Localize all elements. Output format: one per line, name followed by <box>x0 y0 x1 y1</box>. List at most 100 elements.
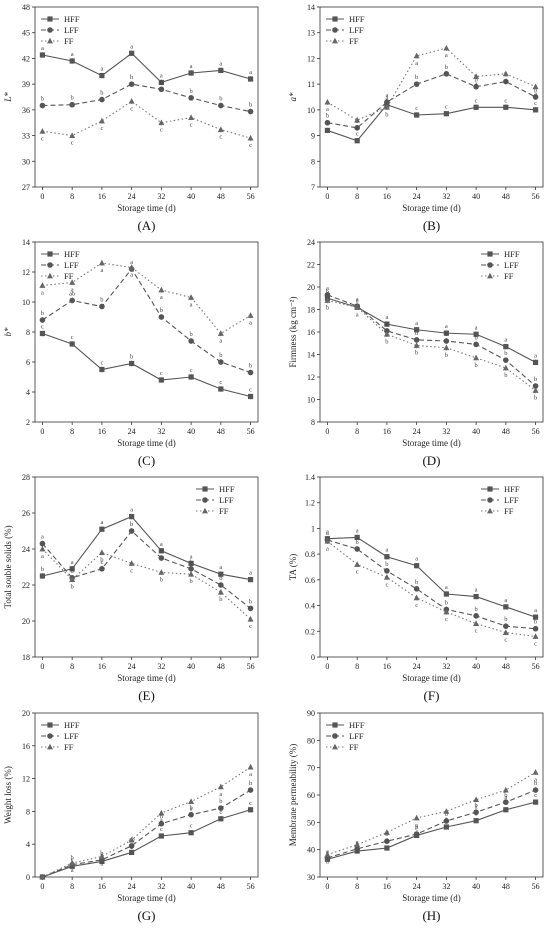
significance-letter: b <box>415 330 418 337</box>
y-tick-label: 45 <box>22 29 30 38</box>
legend-marker <box>47 743 53 750</box>
y-tick-label: 0 <box>311 653 315 662</box>
significance-letter: a <box>534 352 537 359</box>
data-point <box>39 873 46 880</box>
y-tick-label: 1.4 <box>305 473 315 482</box>
significance-letter: c <box>130 567 133 574</box>
significance-letter: b <box>160 548 163 555</box>
significance-letter: c <box>445 616 448 623</box>
significance-letter: b <box>160 576 163 583</box>
data-point <box>69 576 76 582</box>
data-point <box>473 593 479 600</box>
x-tick-label: 0 <box>325 427 329 436</box>
significance-letter: a <box>249 570 252 577</box>
significance-letter: a <box>445 815 448 822</box>
y-axis-label: Firmness (kg cm⁻²) <box>288 297 298 368</box>
series-line <box>327 299 536 391</box>
data-point <box>247 108 254 115</box>
data-point <box>413 814 420 821</box>
significance-letter: a <box>356 311 359 318</box>
significance-letter: b <box>100 850 103 857</box>
significance-letter: c <box>356 568 359 575</box>
series-line <box>42 83 251 113</box>
legend-label: FF <box>504 506 514 516</box>
chart-panel: 7 8 9 10 11 12 13 14 0 8 16 24 32 40 48 56 Storage time … <box>288 3 544 233</box>
data-point <box>384 838 390 844</box>
data-point <box>502 786 509 793</box>
legend-marker <box>202 497 208 503</box>
legend-label: HFF <box>219 484 235 494</box>
data-point <box>473 331 479 337</box>
data-point <box>69 279 76 285</box>
x-tick-label: 48 <box>217 882 225 891</box>
y-tick-label: 4 <box>26 840 30 849</box>
legend-label: FF <box>64 742 74 752</box>
x-tick-label: 56 <box>532 192 540 201</box>
data-point <box>39 102 46 109</box>
significance-letter: b <box>189 805 192 812</box>
significance-letter: c <box>190 122 193 129</box>
data-point <box>354 534 360 541</box>
data-point <box>218 386 224 392</box>
legend-marker <box>332 733 338 739</box>
plot-frame <box>34 6 259 188</box>
data-point <box>247 76 254 82</box>
data-point <box>188 571 195 577</box>
data-point <box>502 364 509 371</box>
x-tick-label: 56 <box>247 882 255 891</box>
panel-label: (F) <box>424 688 440 703</box>
y-tick-label: 18 <box>22 653 30 662</box>
data-point <box>188 70 194 76</box>
legend-label: HFF <box>64 720 80 730</box>
y-tick-label: 30 <box>307 873 315 882</box>
significance-letter: b <box>249 780 252 787</box>
x-tick-label: 56 <box>532 662 540 671</box>
legend-marker <box>487 262 493 268</box>
legend-label: FF <box>219 506 229 516</box>
x-tick-label: 40 <box>472 192 480 201</box>
significance-letter: a <box>219 60 222 67</box>
y-tick-label: 9 <box>311 132 315 141</box>
legend-label: HFF <box>349 720 365 730</box>
data-point <box>247 369 254 376</box>
significance-letter: a <box>356 527 359 534</box>
data-point <box>443 330 449 336</box>
data-point <box>217 126 224 132</box>
significance-letter: a <box>504 794 507 801</box>
x-tick-label: 8 <box>70 192 74 201</box>
chart-panel: 27 30 33 36 39 42 45 48 0 8 16 24 32 40 48 56 Storage ti… <box>3 3 259 233</box>
significance-letter: a <box>100 519 103 526</box>
y-tick-label: 50 <box>307 818 315 827</box>
data-point <box>98 853 105 859</box>
y-tick-label: 40 <box>307 846 315 855</box>
data-point <box>218 571 224 577</box>
significance-letter: a <box>326 106 329 113</box>
y-tick-label: 12 <box>22 775 30 784</box>
significance-letter: a <box>71 287 74 294</box>
legend-label: FF <box>349 742 359 752</box>
y-tick-label: 12 <box>22 268 30 277</box>
data-point <box>324 127 331 134</box>
data-point <box>532 769 539 775</box>
data-point <box>129 514 135 520</box>
significance-letter: a <box>130 43 133 50</box>
legend-marker <box>47 27 53 33</box>
significance-letter: b <box>219 596 222 603</box>
legend-marker <box>332 743 338 750</box>
significance-letter: a <box>130 844 133 851</box>
series-line <box>327 789 536 859</box>
data-point <box>247 134 254 141</box>
significance-letter: a <box>445 323 448 330</box>
significance-letter: c <box>41 135 44 142</box>
significance-letter: b <box>219 798 222 805</box>
panel-label: (C) <box>138 453 155 468</box>
x-tick-label: 56 <box>247 662 255 671</box>
y-tick-label: 16 <box>307 328 315 337</box>
y-tick-label: 6 <box>26 358 30 367</box>
x-tick-label: 24 <box>413 882 421 891</box>
x-tick-label: 24 <box>128 192 136 201</box>
data-point <box>443 808 450 814</box>
data-point <box>324 297 331 303</box>
